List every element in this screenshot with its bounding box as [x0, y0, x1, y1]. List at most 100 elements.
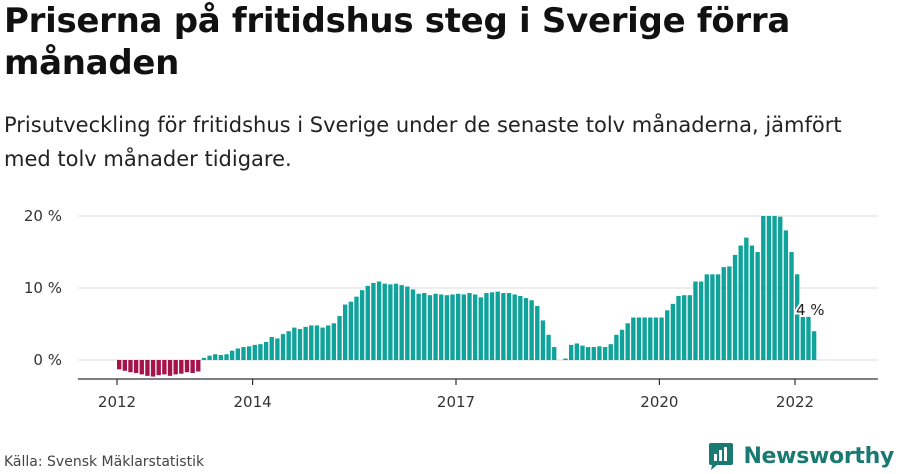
bar	[162, 360, 167, 375]
bar	[292, 327, 297, 360]
logo-bar-2	[719, 450, 723, 461]
bar	[755, 252, 760, 360]
bar	[653, 317, 659, 360]
bar	[139, 360, 144, 375]
bar	[744, 237, 749, 360]
bar	[439, 294, 444, 360]
bar	[416, 293, 421, 360]
logo-bar-3	[724, 447, 728, 461]
bar	[795, 274, 800, 360]
bar	[388, 284, 393, 360]
bar	[580, 345, 585, 360]
bar	[184, 360, 190, 373]
bar	[512, 294, 517, 360]
chart-subtitle: Prisutveckling för fritidshus i Sverige …	[4, 113, 842, 171]
bar	[207, 355, 212, 360]
bar	[535, 306, 540, 360]
bar	[659, 317, 664, 360]
bar	[789, 252, 794, 360]
bar	[405, 286, 410, 360]
bar	[179, 360, 184, 374]
bar	[156, 360, 161, 376]
bar	[280, 334, 286, 360]
bar	[444, 295, 450, 360]
bar	[303, 326, 308, 360]
bar	[467, 293, 472, 360]
bar	[766, 216, 772, 360]
bar	[732, 254, 738, 360]
bar	[348, 301, 353, 360]
bar	[648, 317, 653, 360]
bar	[631, 317, 636, 360]
brand-logo[interactable]: Newsworthy	[707, 440, 894, 472]
brand-name: Newsworthy	[743, 443, 894, 469]
bar	[337, 316, 342, 360]
bar	[399, 285, 404, 360]
annotations: 4 %	[794, 299, 827, 321]
bar	[196, 360, 201, 372]
newsworthy-logo-icon	[709, 443, 734, 470]
bar	[456, 293, 461, 360]
y-tick-label: 0 %	[33, 351, 62, 369]
bar	[235, 348, 240, 360]
bar	[682, 295, 687, 360]
bar	[811, 331, 817, 360]
bar	[190, 360, 195, 373]
bars	[117, 216, 817, 377]
bar	[258, 344, 263, 360]
bar	[145, 360, 150, 376]
bar	[314, 325, 320, 360]
bar	[715, 274, 721, 360]
bar	[642, 317, 647, 360]
bar	[218, 354, 224, 360]
bar	[354, 296, 359, 360]
bar	[213, 354, 218, 360]
bar	[806, 316, 811, 360]
x-axis-labels: 2012 2014 2017 2020 2022	[98, 393, 814, 411]
bar	[501, 293, 506, 360]
bar	[619, 329, 625, 360]
bar	[427, 295, 433, 360]
bar	[625, 323, 630, 360]
bar	[585, 347, 591, 360]
bar	[574, 343, 579, 360]
bar	[422, 293, 427, 360]
bar	[117, 360, 122, 370]
bar	[710, 274, 715, 360]
bar	[778, 216, 783, 360]
bar	[173, 360, 178, 375]
bar	[495, 291, 500, 360]
bar	[608, 344, 613, 360]
bar	[540, 320, 546, 360]
x-tick-label: 2017	[437, 393, 475, 411]
bar	[297, 329, 303, 360]
bar	[569, 344, 574, 360]
bar	[484, 293, 489, 360]
bar	[761, 216, 766, 360]
x-tick-label: 2014	[234, 393, 272, 411]
bar	[128, 360, 133, 373]
bar	[167, 360, 173, 376]
bar	[275, 338, 280, 360]
last-value-label: 4 %	[796, 301, 825, 319]
y-axis-labels: 0 % 10 % 20 %	[24, 207, 62, 369]
bar	[371, 282, 376, 360]
bar	[800, 302, 805, 360]
bar	[246, 346, 252, 360]
bar	[309, 325, 314, 360]
bar	[376, 281, 382, 360]
bar	[489, 292, 495, 360]
bar	[749, 245, 755, 360]
bar	[472, 294, 478, 360]
bar	[269, 336, 274, 360]
bar	[563, 358, 568, 360]
y-tick-label: 10 %	[24, 279, 62, 297]
bar	[320, 327, 325, 360]
bar	[150, 360, 156, 377]
bar	[410, 289, 416, 360]
bar	[393, 283, 399, 360]
source-note: Källa: Svensk Mäklarstatistik	[4, 454, 205, 470]
bar	[450, 294, 455, 360]
x-tick-label: 2022	[776, 393, 814, 411]
logo-bar-1	[714, 454, 718, 461]
